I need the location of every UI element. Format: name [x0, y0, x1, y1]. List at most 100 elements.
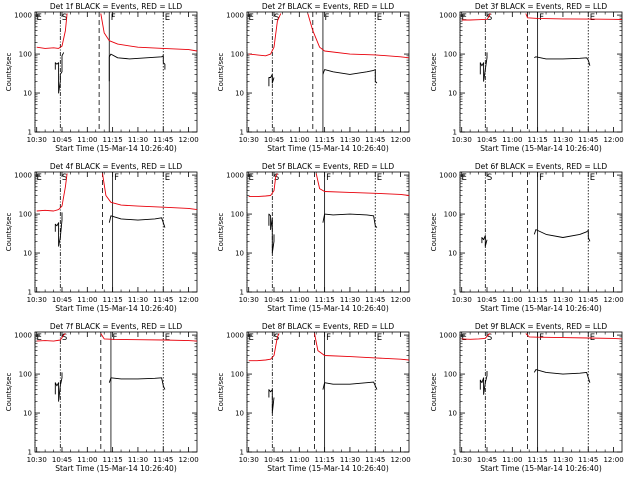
y-tick-label: 1: [28, 449, 32, 457]
x-tick-label: 12:00: [390, 296, 410, 304]
y-tick-label: 1: [453, 129, 457, 137]
x-axis-label: Start Time (15-Mar-14 10:26:40): [480, 144, 602, 153]
x-tick-label: 11:00: [77, 296, 97, 304]
plot-frame: [246, 171, 410, 293]
y-tick-label: 10: [448, 410, 457, 418]
y-tick-label: 1000: [439, 172, 457, 180]
x-axis-label: Start Time (15-Mar-14 10:26:40): [55, 144, 177, 153]
x-tick-label: 11:30: [553, 456, 573, 464]
x-tick-label: 11:15: [315, 296, 335, 304]
x-tick-label: 11:45: [578, 456, 598, 464]
x-axis-label: Start Time (15-Mar-14 10:26:40): [267, 304, 389, 313]
marker-label: E: [249, 333, 254, 343]
x-tick-label: 12:00: [178, 136, 198, 144]
x-tick-label: 10:30: [239, 296, 259, 304]
y-tick-label: 1000: [14, 12, 32, 20]
x-tick-label: 11:30: [553, 296, 573, 304]
plot-frame: [459, 11, 623, 133]
marker-label: F: [324, 13, 329, 23]
y-tick-label: 1: [453, 289, 457, 297]
y-tick-label: 1000: [439, 12, 457, 20]
x-tick-label: 11:15: [528, 136, 548, 144]
y-tick-label: 100: [19, 371, 32, 379]
y-tick-label: 10: [23, 90, 32, 98]
y-tick-label: 100: [231, 371, 244, 379]
plot-frame: [34, 11, 198, 133]
x-tick-label: 10:30: [27, 456, 47, 464]
marker-label: E: [462, 173, 467, 183]
x-tick-label: 10:30: [452, 296, 472, 304]
y-tick-label: 100: [444, 371, 457, 379]
y-tick-label: 10: [235, 410, 244, 418]
x-tick-label: 11:45: [365, 296, 385, 304]
panel-9: Det 9f BLACK = Events, RED = LLD 1 10 100 10…: [430, 322, 624, 473]
marker-label: F: [326, 173, 331, 183]
series-line-lld: [36, 173, 198, 212]
y-axis-label: Counts/sec: [5, 213, 13, 252]
x-axis-label: Start Time (15-Mar-14 10:26:40): [55, 464, 177, 473]
x-tick-label: 12:00: [178, 296, 198, 304]
x-tick-label: 11:30: [340, 296, 360, 304]
y-tick-label: 1000: [14, 172, 32, 180]
x-tick-label: 10:45: [52, 296, 72, 304]
y-tick-label: 10: [448, 250, 457, 258]
x-tick-label: 12:00: [603, 136, 623, 144]
series-line-events: [479, 369, 591, 395]
panel-title: Det 5f BLACK = Events, RED = LLD: [262, 162, 395, 171]
x-tick-label: 11:45: [153, 456, 173, 464]
x-tick-label: 11:30: [128, 296, 148, 304]
series-line-events: [268, 69, 378, 87]
marker-label: S: [274, 173, 279, 183]
plot-frame: [34, 171, 198, 293]
x-tick-label: 10:45: [477, 136, 497, 144]
x-tick-label: 10:30: [27, 296, 47, 304]
marker-label: S: [487, 333, 492, 343]
y-tick-label: 10: [23, 250, 32, 258]
series-line-lld: [248, 173, 410, 198]
x-tick-label: 12:00: [390, 456, 410, 464]
y-axis-label: Counts/sec: [430, 213, 438, 252]
x-tick-label: 10:45: [264, 136, 284, 144]
marker-label: E: [590, 173, 595, 183]
x-tick-label: 10:30: [452, 136, 472, 144]
x-tick-label: 10:30: [239, 136, 259, 144]
series-line-events: [481, 229, 591, 247]
y-tick-label: 10: [235, 250, 244, 258]
series-line-events: [479, 52, 591, 82]
y-tick-label: 100: [444, 211, 457, 219]
x-tick-label: 12:00: [603, 296, 623, 304]
x-tick-label: 11:30: [340, 456, 360, 464]
x-tick-label: 11:15: [528, 456, 548, 464]
x-tick-label: 11:15: [315, 456, 335, 464]
marker-label: E: [165, 173, 170, 183]
y-tick-label: 1: [28, 129, 32, 137]
marker-label: F: [539, 173, 544, 183]
panel-7: Det 7f BLACK = Events, RED = LLD 1 10 100 10…: [5, 322, 199, 473]
panel-5: Det 5f BLACK = Events, RED = LLD 1 10 100 10…: [217, 162, 411, 313]
series-line-events: [268, 381, 378, 414]
marker-label: S: [62, 13, 67, 23]
marker-label: F: [112, 333, 117, 343]
series-line-lld: [461, 13, 623, 21]
y-tick-label: 1: [453, 449, 457, 457]
x-tick-label: 10:45: [477, 456, 497, 464]
series-line-events: [268, 213, 378, 254]
plot-frame: [246, 331, 410, 453]
y-tick-label: 100: [19, 211, 32, 219]
x-tick-label: 10:45: [264, 456, 284, 464]
x-axis-label: Start Time (15-Mar-14 10:26:40): [267, 144, 389, 153]
x-tick-label: 11:00: [289, 296, 309, 304]
x-tick-label: 10:45: [264, 296, 284, 304]
x-tick-label: 11:00: [502, 456, 522, 464]
marker-label: E: [37, 13, 42, 23]
y-axis-label: Counts/sec: [5, 373, 13, 412]
panel-title: Det 8f BLACK = Events, RED = LLD: [262, 322, 395, 331]
x-tick-label: 11:30: [128, 456, 148, 464]
marker-label: E: [37, 173, 42, 183]
x-tick-label: 11:30: [128, 136, 148, 144]
panel-1: Det 1f BLACK = Events, RED = LLD 1 10 100 10…: [5, 2, 199, 153]
y-tick-label: 1: [240, 289, 244, 297]
marker-label: E: [377, 173, 382, 183]
